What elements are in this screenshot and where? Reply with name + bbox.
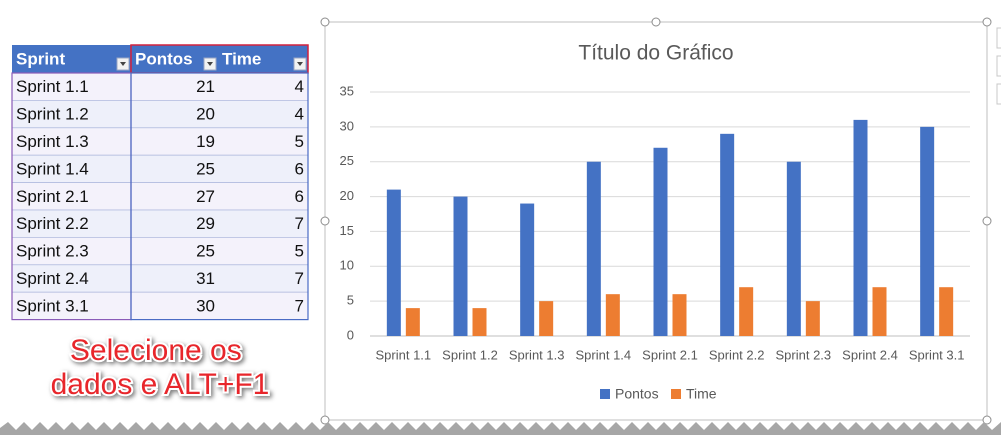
table-cell: 25: [196, 159, 215, 178]
bar: [605, 294, 620, 336]
bar: [453, 196, 468, 336]
table-row: [11, 127, 309, 156]
table-cell: 29: [196, 214, 215, 233]
x-tick-label: Sprint 2.4: [842, 347, 898, 362]
bar: [520, 203, 535, 336]
chart-side-buttons: [996, 27, 1001, 105]
bar: [920, 126, 935, 336]
table-cell: 19: [196, 132, 215, 151]
table-cell: Sprint 2.3: [16, 242, 89, 261]
table-cell: Sprint 1.2: [16, 105, 89, 124]
x-tick-label: Sprint 1.2: [442, 347, 498, 362]
values-selection: [130, 72, 309, 321]
table-row: [11, 209, 309, 238]
table-cell: Sprint 3.1: [16, 296, 89, 315]
column-header: Sprint: [16, 49, 65, 68]
x-tick-label: Sprint 1.3: [509, 347, 565, 362]
table-cell: 31: [196, 269, 215, 288]
table-cell: Sprint 2.4: [16, 269, 89, 288]
chart-title: Título do Gráfico: [578, 42, 733, 65]
legend-swatch: [671, 389, 681, 399]
table-cell: 21: [196, 77, 215, 96]
legend-label: Pontos: [615, 386, 659, 402]
filter-arrow: [297, 62, 303, 66]
table-cell: 6: [295, 159, 304, 178]
bar: [720, 133, 735, 336]
annotation: Selecione os dados e ALT+F1: [51, 334, 270, 401]
bar: [872, 287, 887, 336]
bar: [739, 287, 754, 336]
table-cell: 7: [295, 214, 304, 233]
table-cell: Sprint 1.4: [16, 159, 89, 178]
table-cell: 30: [196, 296, 215, 315]
column-header: Time: [222, 49, 261, 68]
table-header: [12, 45, 308, 73]
table-row: [11, 264, 309, 293]
x-tick-label: Sprint 1.1: [376, 347, 432, 362]
bar: [586, 161, 601, 336]
table-cell: Sprint 2.1: [16, 187, 89, 206]
bar: [386, 189, 401, 336]
annotation-line: Selecione os: [70, 334, 242, 367]
torn-edge: [0, 422, 1001, 435]
y-tick-label: 25: [340, 153, 354, 168]
table-cell: Sprint 1.3: [16, 132, 89, 151]
y-tick-label: 10: [340, 258, 354, 273]
bar: [853, 119, 868, 336]
selection-handles: [320, 17, 992, 425]
table-cell: 25: [196, 242, 215, 261]
table-row: [11, 154, 309, 183]
y-tick-label: 0: [347, 327, 354, 342]
table-row: [11, 100, 309, 129]
table-cell: 20: [196, 105, 215, 124]
bar: [786, 161, 801, 336]
table-cell: Sprint 2.2: [16, 214, 89, 233]
legend-swatch: [600, 389, 610, 399]
y-tick-label: 15: [340, 223, 354, 238]
x-tick-label: Sprint 1.4: [576, 347, 632, 362]
table-cell: 4: [295, 77, 304, 96]
bar: [939, 287, 954, 336]
bar: [653, 147, 668, 336]
filter-arrow: [207, 62, 213, 66]
table-row: [11, 182, 309, 211]
bar: [472, 308, 487, 336]
bar: [805, 301, 820, 336]
table-row: [11, 236, 309, 266]
x-tick-label: Sprint 2.1: [642, 347, 698, 362]
table-cell: 7: [295, 296, 304, 315]
bar: [405, 308, 420, 336]
bar: [539, 301, 554, 336]
table-cell: 27: [196, 187, 215, 206]
table-cell: 4: [295, 105, 304, 124]
y-tick-label: 5: [347, 293, 354, 308]
x-tick-label: Sprint 2.2: [709, 347, 765, 362]
x-tick-label: Sprint 3.1: [909, 347, 965, 362]
table-cell: 5: [295, 132, 304, 151]
table-cell: 7: [295, 269, 304, 288]
annotation-line: dados e ALT+F1: [51, 368, 270, 401]
y-tick-label: 35: [340, 83, 354, 98]
filter-arrow: [120, 62, 126, 66]
y-tick-label: 30: [340, 118, 354, 133]
column-header: Pontos: [135, 49, 193, 68]
legend-label: Time: [686, 386, 717, 402]
bar: [672, 294, 687, 336]
table-cell: 5: [295, 242, 304, 261]
y-tick-label: 20: [340, 188, 354, 203]
x-tick-label: Sprint 2.3: [776, 347, 832, 362]
table-cell: Sprint 1.1: [16, 77, 89, 96]
table-cell: 6: [295, 187, 304, 206]
